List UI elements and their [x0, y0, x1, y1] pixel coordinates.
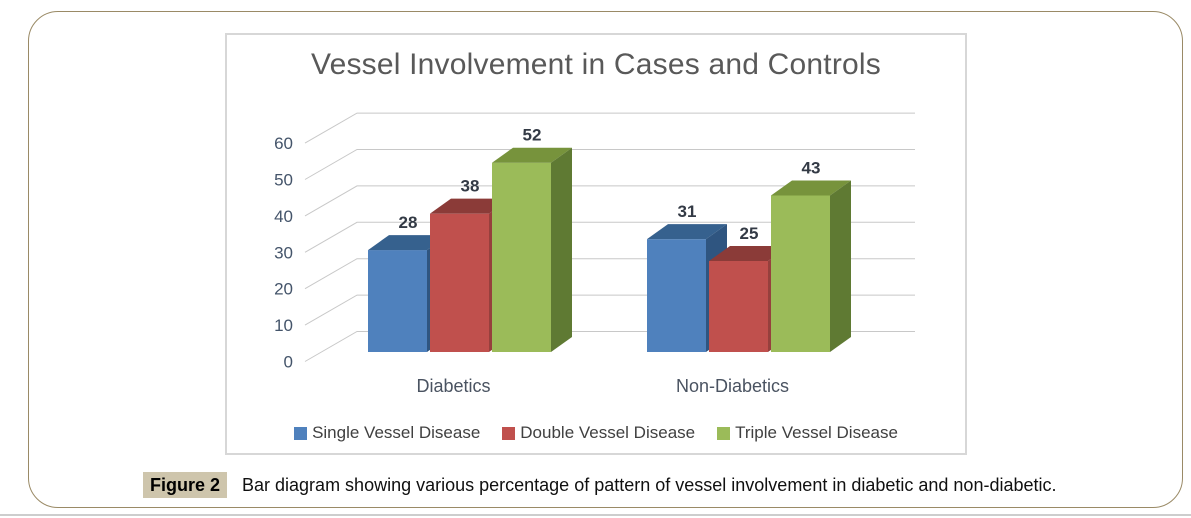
category-label-diabetics: Diabetics — [416, 376, 490, 396]
chart-container: Vessel Involvement in Cases and Controls… — [225, 33, 967, 455]
bar-non-diabetics-double-vessel-disease-front — [709, 261, 768, 352]
bar-diabetics-triple-vessel-disease-front — [492, 162, 551, 352]
bar-chart-plot: 28 38 52 31 25 43 0 10 20 30 40 50 60 Diabetics Non-Di… — [274, 112, 915, 396]
y-tick-50: 50 — [274, 171, 293, 190]
legend-item-triple-vessel-disease: Triple Vessel Disease — [717, 423, 898, 443]
legend-item-double-vessel-disease: Double Vessel Disease — [502, 423, 695, 443]
figure-label: Figure 2 — [143, 472, 228, 498]
data-label-diabetics-double-vessel-disease: 38 — [461, 177, 480, 196]
bar-diabetics-triple-vessel-disease-top — [492, 147, 572, 163]
y-tick-60: 60 — [274, 134, 293, 153]
bar-diabetics-double-vessel-disease-front — [430, 213, 489, 352]
chart-title: Vessel Involvement in Cases and Controls — [311, 48, 881, 81]
y-tick-10: 10 — [274, 316, 293, 335]
y-tick-40: 40 — [274, 207, 293, 226]
bar-non-diabetics-double-vessel-disease-top — [709, 246, 789, 261]
data-label-non-diabetics-triple-vessel-disease: 43 — [802, 158, 821, 177]
legend-swatch-icon — [294, 426, 308, 440]
bar-non-diabetics-triple-vessel-disease-top — [771, 180, 851, 196]
data-label-non-diabetics-single-vessel-disease: 31 — [678, 202, 697, 221]
figure-caption-text: Bar diagram showing various percentage o… — [242, 474, 1057, 495]
bar-diabetics-single-vessel-disease-front — [368, 250, 427, 352]
gridline-60 — [304, 112, 915, 144]
gridline-30 — [304, 221, 915, 253]
legend-swatch-icon — [502, 426, 516, 440]
gridline-50 — [304, 149, 915, 180]
bar-diabetics-single-vessel-disease-top — [368, 235, 448, 251]
figure-rounded-border — [28, 11, 1183, 508]
data-label-diabetics-triple-vessel-disease: 52 — [523, 126, 542, 145]
y-tick-30: 30 — [274, 243, 293, 262]
bar-diabetics-triple-vessel-disease-side — [551, 147, 572, 352]
gridline-40 — [304, 185, 915, 217]
bar-diabetics-double-vessel-disease-top — [430, 198, 510, 214]
bar-non-diabetics-triple-vessel-disease-side — [830, 180, 851, 352]
legend-label: Single Vessel Disease — [312, 423, 481, 442]
figure-caption: Figure 2 Bar diagram showing various per… — [143, 470, 1057, 500]
legend-item-single-vessel-disease: Single Vessel Disease — [294, 423, 480, 443]
legend-swatch-icon — [717, 426, 731, 440]
bar-non-diabetics-single-vessel-disease-top — [647, 224, 727, 240]
data-label-non-diabetics-double-vessel-disease: 25 — [740, 224, 759, 243]
y-tick-0: 0 — [284, 353, 293, 372]
bottom-divider — [0, 514, 1191, 516]
bar-non-diabetics-triple-vessel-disease-front — [771, 195, 830, 352]
category-label-non-diabetics: Non-Diabetics — [676, 376, 789, 396]
legend-label: Triple Vessel Disease — [735, 423, 898, 442]
chart-legend: Single Vessel Disease Double Vessel Disea… — [227, 423, 965, 443]
y-tick-20: 20 — [274, 280, 293, 299]
bar-non-diabetics-single-vessel-disease-front — [647, 239, 706, 352]
legend-label: Double Vessel Disease — [520, 423, 696, 442]
data-label-diabetics-single-vessel-disease: 28 — [399, 213, 418, 232]
